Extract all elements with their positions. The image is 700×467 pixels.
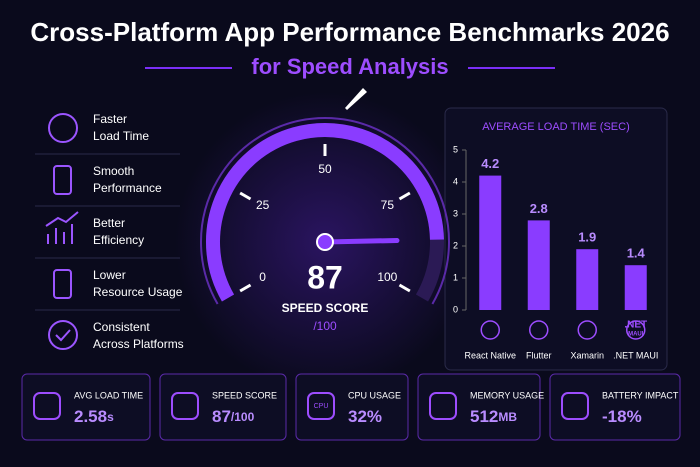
stat-card — [549, 373, 681, 441]
y-tick-label: 2 — [453, 240, 458, 250]
platform-icon — [577, 320, 597, 340]
x-tick-label: React Native — [464, 350, 516, 360]
icon-text: .NET — [624, 320, 647, 331]
feature-text: Smooth — [93, 164, 134, 178]
stat-number: -18% — [602, 407, 642, 426]
stat-unit: /100 — [231, 410, 255, 424]
stat-unit: s — [107, 410, 114, 424]
stat-label: AVG LOAD TIME — [74, 390, 143, 400]
gauge-tick-label: 100 — [377, 270, 397, 284]
stat-card — [159, 373, 287, 441]
y-tick-label: 3 — [453, 208, 458, 218]
stat-icon — [33, 392, 61, 420]
y-tick-label: 5 — [453, 144, 458, 154]
stat-icon — [429, 392, 457, 420]
gauge-needle — [322, 237, 400, 245]
gauge-hub — [316, 233, 334, 251]
feature-text: Better — [93, 216, 125, 230]
stat-number: 87 — [212, 407, 231, 426]
gauge-tick — [239, 283, 252, 293]
stat-label: MEMORY USAGE — [470, 390, 544, 400]
bar-title: AVERAGE LOAD TIME (SEC) — [482, 121, 630, 133]
stat-icon — [307, 392, 335, 420]
gauge-tick-label: 50 — [318, 162, 332, 176]
feature-text: Faster — [93, 112, 127, 126]
icon-text: CPU — [314, 403, 329, 410]
platform-icon — [626, 320, 646, 340]
platform-icon — [529, 320, 549, 340]
feature-text: Efficiency — [93, 233, 144, 247]
gauge-tick-label: 0 — [259, 270, 266, 284]
stat-unit: MB — [498, 410, 517, 424]
gauge-tick — [398, 191, 411, 201]
gauge-rim — [200, 117, 450, 305]
x-tick-label: Flutter — [526, 350, 552, 360]
gauge-tick-label: 75 — [381, 198, 395, 212]
gauge-fill — [206, 123, 444, 302]
x-tick-label: .NET MAUI — [613, 350, 658, 360]
feature-text: Consistent — [93, 320, 150, 334]
gauge-tick-label: 25 — [256, 198, 270, 212]
feature-text: Across Platforms — [93, 337, 184, 351]
value-label: 1.4 — [627, 246, 646, 261]
gauge-label: SPEED SCORE — [282, 301, 369, 315]
y-tick-label: 4 — [453, 176, 458, 186]
bar — [624, 265, 647, 310]
stat-value: 87/100 — [212, 407, 255, 426]
stat-card — [417, 373, 541, 441]
bar — [527, 220, 550, 310]
stat-icon — [561, 392, 589, 420]
stat-card — [295, 373, 409, 441]
feature-text: Load Time — [93, 129, 149, 143]
feature-text: Resource Usage — [93, 285, 183, 299]
stat-number: 32% — [348, 407, 382, 426]
stat-card — [21, 373, 151, 441]
stat-number: 512 — [470, 407, 498, 426]
feature-icons — [45, 113, 79, 350]
value-label: 2.8 — [530, 201, 548, 216]
feature-text: Performance — [93, 181, 162, 195]
subtitle: for Speed Analysis — [251, 54, 448, 79]
stat-value: 2.58s — [74, 407, 114, 426]
platform-icon — [480, 320, 500, 340]
stat-number: 2.58 — [74, 407, 107, 426]
title: Cross-Platform App Performance Benchmark… — [30, 17, 669, 47]
stat-icon — [171, 392, 199, 420]
gauge-tick — [239, 191, 252, 201]
stat-value: 512MB — [470, 407, 517, 426]
rocket-icon — [345, 88, 367, 110]
gauge-value: 87 — [307, 259, 343, 295]
gauge-max: /100 — [313, 319, 337, 333]
x-tick-label: Xamarin — [570, 350, 604, 360]
icon-text: MAUI — [628, 332, 644, 338]
value-label: 1.9 — [578, 230, 596, 245]
y-tick-label: 0 — [453, 304, 458, 314]
bar — [479, 175, 502, 310]
y-tick-label: 1 — [453, 272, 458, 282]
stat-value: 32% — [348, 407, 382, 426]
feature-text: Lower — [93, 268, 126, 282]
stat-value: -18% — [602, 407, 642, 426]
stat-label: SPEED SCORE — [212, 390, 277, 400]
stat-label: BATTERY IMPACT — [602, 390, 679, 400]
bar — [576, 249, 599, 310]
gauge-tick — [398, 283, 411, 293]
stat-label: CPU USAGE — [348, 390, 401, 400]
value-label: 4.2 — [481, 156, 499, 171]
